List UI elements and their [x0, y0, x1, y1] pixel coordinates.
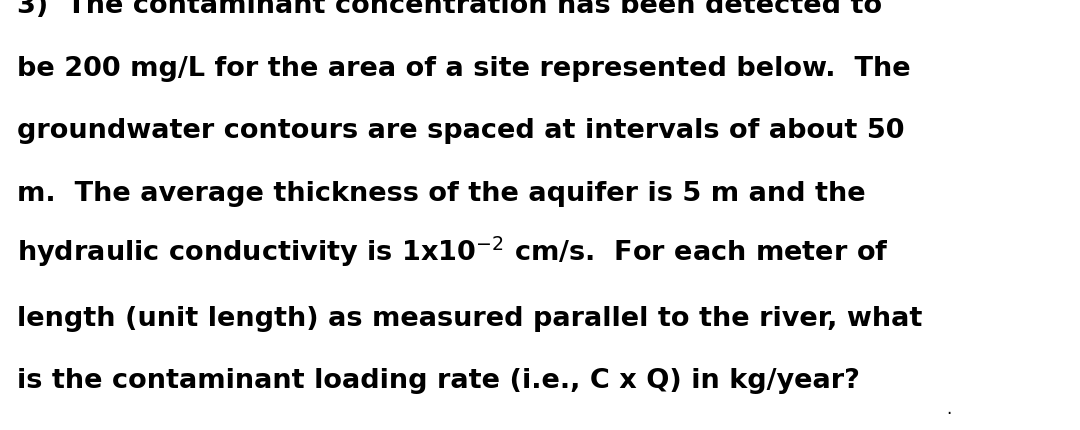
Text: 3)  The contaminant concentration has been detected to: 3) The contaminant concentration has bee…	[17, 0, 882, 19]
Text: is the contaminant loading rate (i.e., C x Q) in kg/year?: is the contaminant loading rate (i.e., C…	[17, 368, 860, 393]
Text: .: .	[946, 399, 951, 417]
Text: hydraulic conductivity is 1x10$^{-2}$ cm/s.  For each meter of: hydraulic conductivity is 1x10$^{-2}$ cm…	[17, 234, 889, 269]
Text: groundwater contours are spaced at intervals of about 50: groundwater contours are spaced at inter…	[17, 118, 905, 144]
Text: m.  The average thickness of the aquifer is 5 m and the: m. The average thickness of the aquifer …	[17, 181, 866, 206]
Text: be 200 mg/L for the area of a site represented below.  The: be 200 mg/L for the area of a site repre…	[17, 56, 910, 82]
Text: length (unit length) as measured parallel to the river, what: length (unit length) as measured paralle…	[17, 305, 922, 331]
